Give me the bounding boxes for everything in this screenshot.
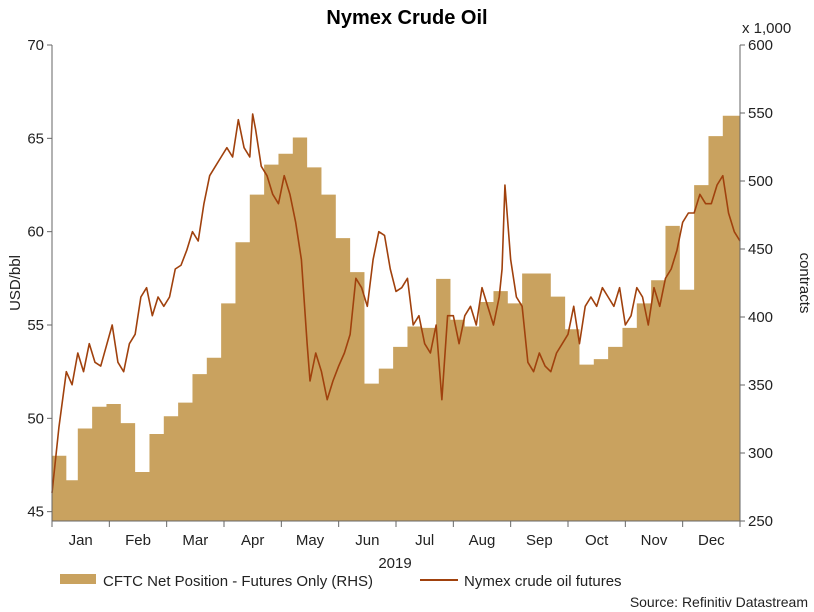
y-tick-label-right: 600 (748, 37, 773, 54)
legend: CFTC Net Position - Futures Only (RHS) N… (60, 573, 622, 590)
legend-label-cftc: CFTC Net Position - Futures Only (RHS) (103, 573, 373, 590)
x-tick-label: Sep (526, 532, 553, 549)
legend-label-nymex: Nymex crude oil futures (464, 573, 622, 590)
y-tick-label-right: 400 (748, 309, 773, 326)
x-tick-label: Oct (585, 532, 609, 549)
nymex-crude-line (51, 113, 741, 494)
y-tick-label-right: 250 (748, 513, 773, 530)
x-tick-label: Jan (69, 532, 93, 549)
y-tick-label-left: 70 (27, 37, 44, 54)
x-tick-label: Nov (641, 532, 668, 549)
right-axis-multiplier: x 1,000 (742, 20, 791, 37)
x-axis-label: 2019 (378, 555, 411, 572)
x-tick-label: Feb (125, 532, 151, 549)
y-tick-label-right: 500 (748, 173, 773, 190)
x-tick-label: Mar (182, 532, 208, 549)
y-tick-label-right: 550 (748, 105, 773, 122)
y-tick-label-left: 45 (27, 504, 44, 521)
y-tick-label-left: 55 (27, 317, 44, 334)
y-tick-label-right: 300 (748, 445, 773, 462)
cftc-net-position-area (52, 92, 740, 521)
y-tick-label-left: 65 (27, 130, 44, 147)
plot-area: 45 50 55 60 65 70 250 300 350 400 450 500 550 600 Jan F… (27, 37, 773, 549)
y-axis-label-right: contracts (796, 253, 813, 314)
source-note: Source: Refinitiv Datastream (630, 594, 808, 610)
y-tick-label-right: 450 (748, 241, 773, 258)
x-tick-label: Aug (469, 532, 496, 549)
x-tick-label: Dec (698, 532, 725, 549)
y-tick-label-right: 350 (748, 377, 773, 394)
legend-swatch-cftc (60, 574, 96, 584)
x-tick-label: Jul (415, 532, 434, 549)
x-tick-label: Jun (355, 532, 379, 549)
x-tick-label: Apr (241, 532, 264, 549)
y-tick-label-left: 50 (27, 410, 44, 427)
y-tick-label-left: 60 (27, 224, 44, 241)
y-axis-label-left: USD/bbl (7, 255, 24, 311)
chart-title: Nymex Crude Oil (326, 7, 487, 29)
x-tick-label: May (296, 532, 325, 549)
